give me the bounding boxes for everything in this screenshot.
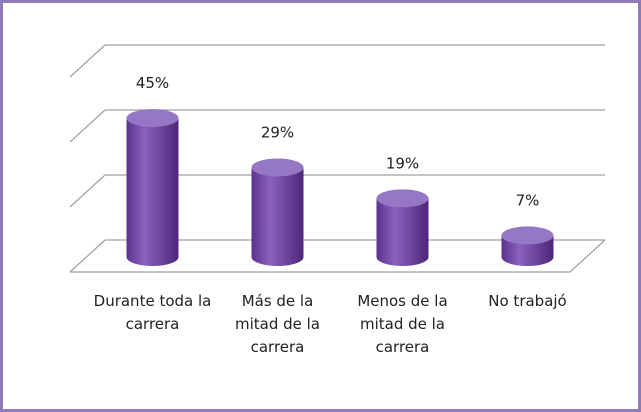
bar [251,167,304,266]
x-tick-label: No trabajó [488,292,567,310]
value-label: 29% [261,123,294,141]
x-tick-label: Más de la mitad de la carrera [234,292,321,356]
floor-edge [70,239,606,273]
bar-top [376,189,429,208]
value-label: 7% [516,191,540,209]
grid-line-side [69,239,106,273]
grid-line-side [69,44,106,78]
grid-line-side [69,109,106,143]
grid-line-side [69,174,106,208]
bar [126,118,179,266]
value-label: 45% [136,74,169,92]
x-tick-label: Durante toda la carrera [93,292,212,333]
bar-top [501,226,554,245]
value-label: 19% [386,154,419,172]
x-tick-label: Menos de la mitad de la carrera [357,292,448,356]
chart: 45% 29% 19% 7% [69,44,606,273]
bar-top [126,109,179,128]
bar [376,198,429,266]
bar-top [251,158,304,177]
